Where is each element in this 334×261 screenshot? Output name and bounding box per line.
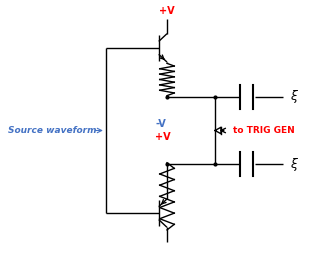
- Text: $\xi$: $\xi$: [290, 88, 299, 105]
- Text: +V: +V: [159, 5, 175, 16]
- Text: to TRIG GEN: to TRIG GEN: [233, 126, 295, 135]
- Text: $\xi$: $\xi$: [290, 156, 299, 173]
- Text: +V: +V: [155, 132, 171, 142]
- Text: Source waveform: Source waveform: [8, 126, 97, 135]
- Text: -V: -V: [155, 119, 166, 129]
